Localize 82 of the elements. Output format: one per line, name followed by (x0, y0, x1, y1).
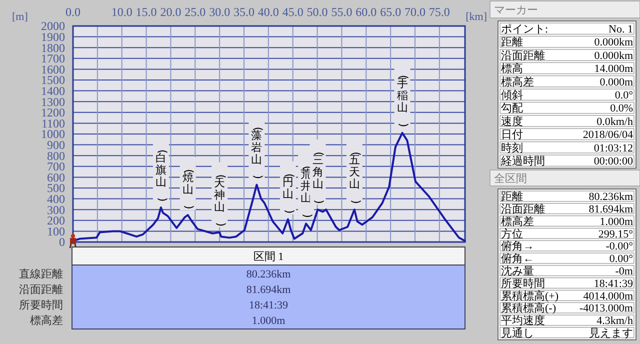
text: 0.000km (594, 50, 634, 62)
text: マーカー (494, 4, 538, 16)
text: 勾配 (501, 102, 523, 115)
text: -0m (615, 265, 634, 278)
x-tick-label: 20.0 (160, 5, 182, 19)
annotation: (天神山) (214, 174, 228, 227)
text: 4014.000m (583, 290, 634, 302)
text: 見通し (501, 326, 534, 340)
annotation: (三角山) (312, 152, 326, 204)
text: 80.236km (246, 268, 292, 281)
annotation: (白旗山) (155, 149, 169, 202)
x-tick-label: 15.0 (136, 5, 157, 19)
text: 俯角→ (501, 240, 534, 253)
text: 直線距離 (19, 268, 63, 281)
text: 沈み量 (501, 264, 534, 278)
text: 距離 (501, 191, 523, 204)
x-tick-label: 75.0 (428, 5, 450, 19)
x-tick-label: 70.0 (404, 5, 426, 19)
text: 沿面距離 (19, 284, 63, 296)
x-axis-title: [km] (466, 11, 487, 23)
x-tick-label: 10.0 (111, 5, 132, 19)
text: 所要時間 (19, 298, 63, 312)
x-tick-label: 45.0 (282, 5, 304, 19)
text: 0.000m (600, 76, 634, 88)
text: 累積標高(+) (501, 289, 559, 302)
text: 1.000m (600, 216, 634, 228)
text: -0.00° (606, 240, 633, 253)
text: 時刻 (501, 141, 523, 154)
text: 0.0° (614, 89, 633, 102)
text: -4013.000m (580, 302, 634, 315)
text: 平均速度 (501, 314, 545, 328)
text: No. 1 (608, 23, 633, 36)
text: ポイント: (501, 23, 548, 36)
text: 0.0% (610, 102, 633, 115)
text: 01:03:12 (594, 142, 633, 154)
text: 0.00° (609, 253, 633, 266)
text: 標高差 (30, 314, 63, 328)
text: 標高 (501, 62, 523, 76)
text: 14.000m (594, 63, 634, 76)
x-tick-label: 35.0 (233, 5, 254, 19)
annotation: (焼山) (182, 169, 196, 210)
text: 00:00:00 (594, 155, 634, 168)
x-tick-label: 60.0 (356, 5, 377, 19)
y-axis-title: [m] (12, 11, 28, 23)
x-tick-label: 25.0 (184, 5, 206, 19)
text: 1.000m (252, 315, 286, 328)
text: 18:41:39 (594, 278, 634, 290)
text: 標高差 (501, 75, 534, 88)
text: 経過時間 (500, 154, 545, 168)
annotation: (藻岩山) (251, 126, 265, 180)
x-tick-label: 55.0 (331, 5, 352, 19)
annotation: (円山) (282, 173, 296, 214)
text: 沿面距離 (501, 203, 545, 216)
x-tick-label: 50.0 (306, 5, 328, 19)
text: 299.15° (598, 228, 633, 240)
text: 沿面距離 (501, 50, 545, 62)
annotation: (手稲山) (396, 74, 410, 128)
text: 81.694km (588, 203, 634, 216)
text: 距離 (501, 36, 523, 49)
text: 累積標高(-) (501, 302, 556, 315)
x-tick-label: 65.0 (380, 5, 402, 19)
x-tick-label: 40.0 (258, 5, 279, 19)
text: 区間 1 (253, 250, 284, 263)
text: 81.694km (246, 284, 292, 296)
text: 0.0km/h (596, 116, 634, 128)
text: 80.236km (588, 191, 634, 204)
text: 方位 (501, 227, 523, 240)
text: 4.3km/h (596, 315, 634, 328)
text: 見えます (589, 327, 633, 340)
text: 全区間 (494, 172, 527, 185)
text: 所要時間 (501, 276, 545, 290)
text: 2018/06/04 (582, 129, 634, 142)
text: 日付 (501, 129, 523, 142)
x-tick-label: 0.0 (66, 5, 80, 19)
text: 0.000km (594, 36, 634, 49)
text: 速度 (501, 114, 523, 128)
x-tick-label: 30.0 (209, 5, 230, 19)
text: 傾斜 (501, 89, 523, 102)
text: 標高差 (501, 214, 534, 228)
text: 俯角← (501, 252, 534, 266)
annotation: (五天山) (348, 152, 362, 204)
text: 18:41:39 (248, 300, 289, 312)
